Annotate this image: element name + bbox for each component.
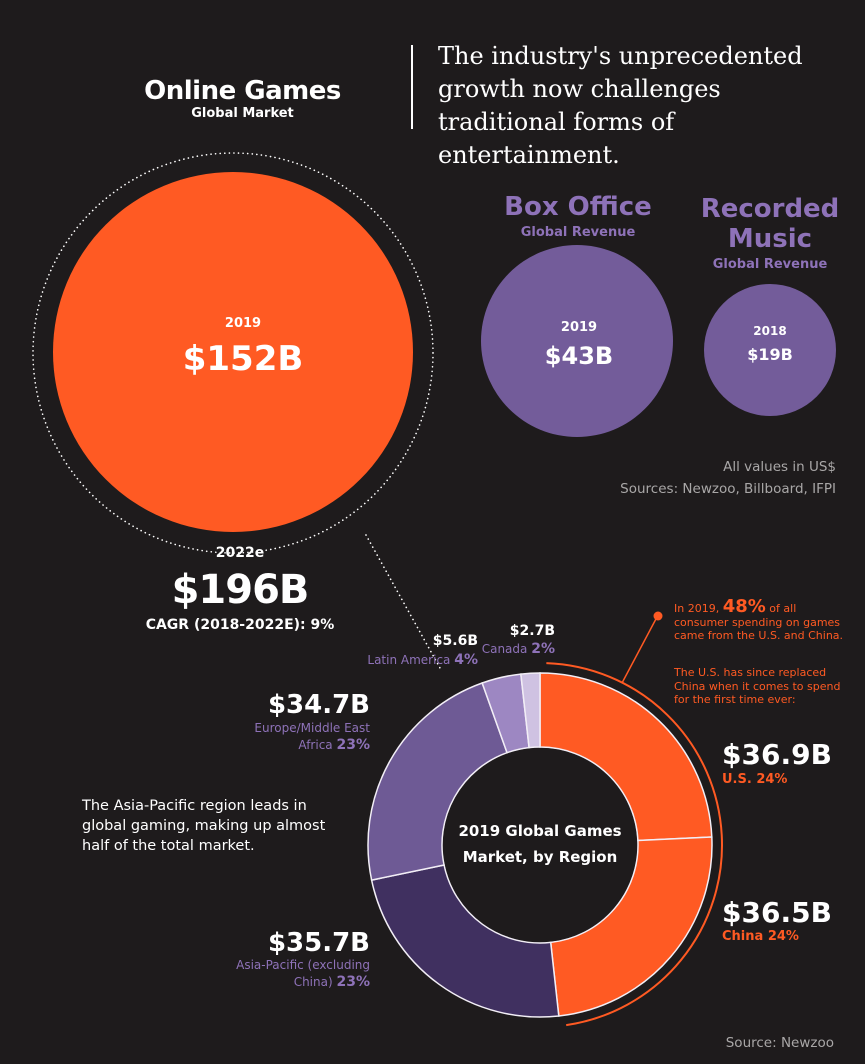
header-divider <box>411 45 413 129</box>
donut-center-label: 2019 Global Games Market, by Region <box>445 818 635 870</box>
box-office-year: 2019 <box>561 320 597 335</box>
canada-label: Canada 2% <box>481 641 555 657</box>
latam-value: $5.6B <box>432 633 478 649</box>
europe-value: $34.7B <box>267 690 370 720</box>
headline: The industry's unprecedented growth now … <box>438 42 803 169</box>
online-games-subtitle: Global Market <box>191 106 294 121</box>
box-office-bubble <box>481 245 673 437</box>
donut-slice-u-s <box>539 672 713 842</box>
online-games-value: $152B <box>183 339 304 379</box>
donut-slice-europe-middle-east-africa <box>367 682 509 881</box>
recorded-music-year: 2018 <box>753 324 786 338</box>
online-games-title: Online Games <box>144 76 341 106</box>
donut-slice-china <box>549 836 713 1017</box>
cagr-label: CAGR (2018-2022E): 9% <box>145 617 335 633</box>
recorded-music-subtitle: Global Revenue <box>712 257 828 272</box>
donut-slice-asia-pacific-excluding-china <box>370 864 560 1018</box>
us-china-bracket-arc <box>546 662 724 1027</box>
china-label: China 24% <box>722 929 799 944</box>
china-value: $36.5B <box>722 896 832 929</box>
donut-center-line2: Market, by Region <box>462 848 618 866</box>
forecast-value: $196B <box>171 567 310 613</box>
forecast-2022-outline <box>32 152 434 554</box>
annotation-dot <box>653 611 663 621</box>
online-games-year: 2019 <box>225 316 261 331</box>
europe-label: Europe/Middle East Africa 23% <box>254 721 370 753</box>
latam-label: Latin America 4% <box>367 652 478 668</box>
recorded-music-value: $19B <box>747 345 793 364</box>
box-office-subtitle: Global Revenue <box>520 225 636 240</box>
apac-label: Asia-Pacific (excluding China) 23% <box>236 958 370 990</box>
us-value: $36.9B <box>722 738 832 771</box>
online-games-bubble <box>53 172 413 532</box>
forecast-year: 2022e <box>215 545 265 561</box>
apac-note: The Asia-Pacific region leads in global … <box>82 798 326 854</box>
recorded-music-bubble <box>704 284 836 416</box>
sources-note: Sources: Newzoo, Billboard, IFPI <box>620 481 836 497</box>
region-donut <box>367 672 713 1018</box>
box-office-value: $43B <box>545 342 613 370</box>
apac-value: $35.7B <box>267 928 370 958</box>
us-label: U.S. 24% <box>722 772 788 787</box>
donut-slice-canada <box>520 672 541 749</box>
donut-hole <box>443 748 637 942</box>
currency-note: All values in US$ <box>723 459 836 475</box>
annotation-leader-line <box>621 616 658 684</box>
bottom-source: Source: Newzoo <box>725 1035 834 1051</box>
annotation-48pct: In 2019, 48% of all consumer spending on… <box>674 596 844 643</box>
box-office-title: Box Office <box>504 192 652 222</box>
recorded-music-title: Recorded Music <box>700 194 840 254</box>
donut-center-line1: 2019 Global Games <box>458 822 622 840</box>
annotation-us-overtakes: The U.S. has since replaced China when i… <box>674 666 841 706</box>
canada-value: $2.7B <box>509 623 555 639</box>
